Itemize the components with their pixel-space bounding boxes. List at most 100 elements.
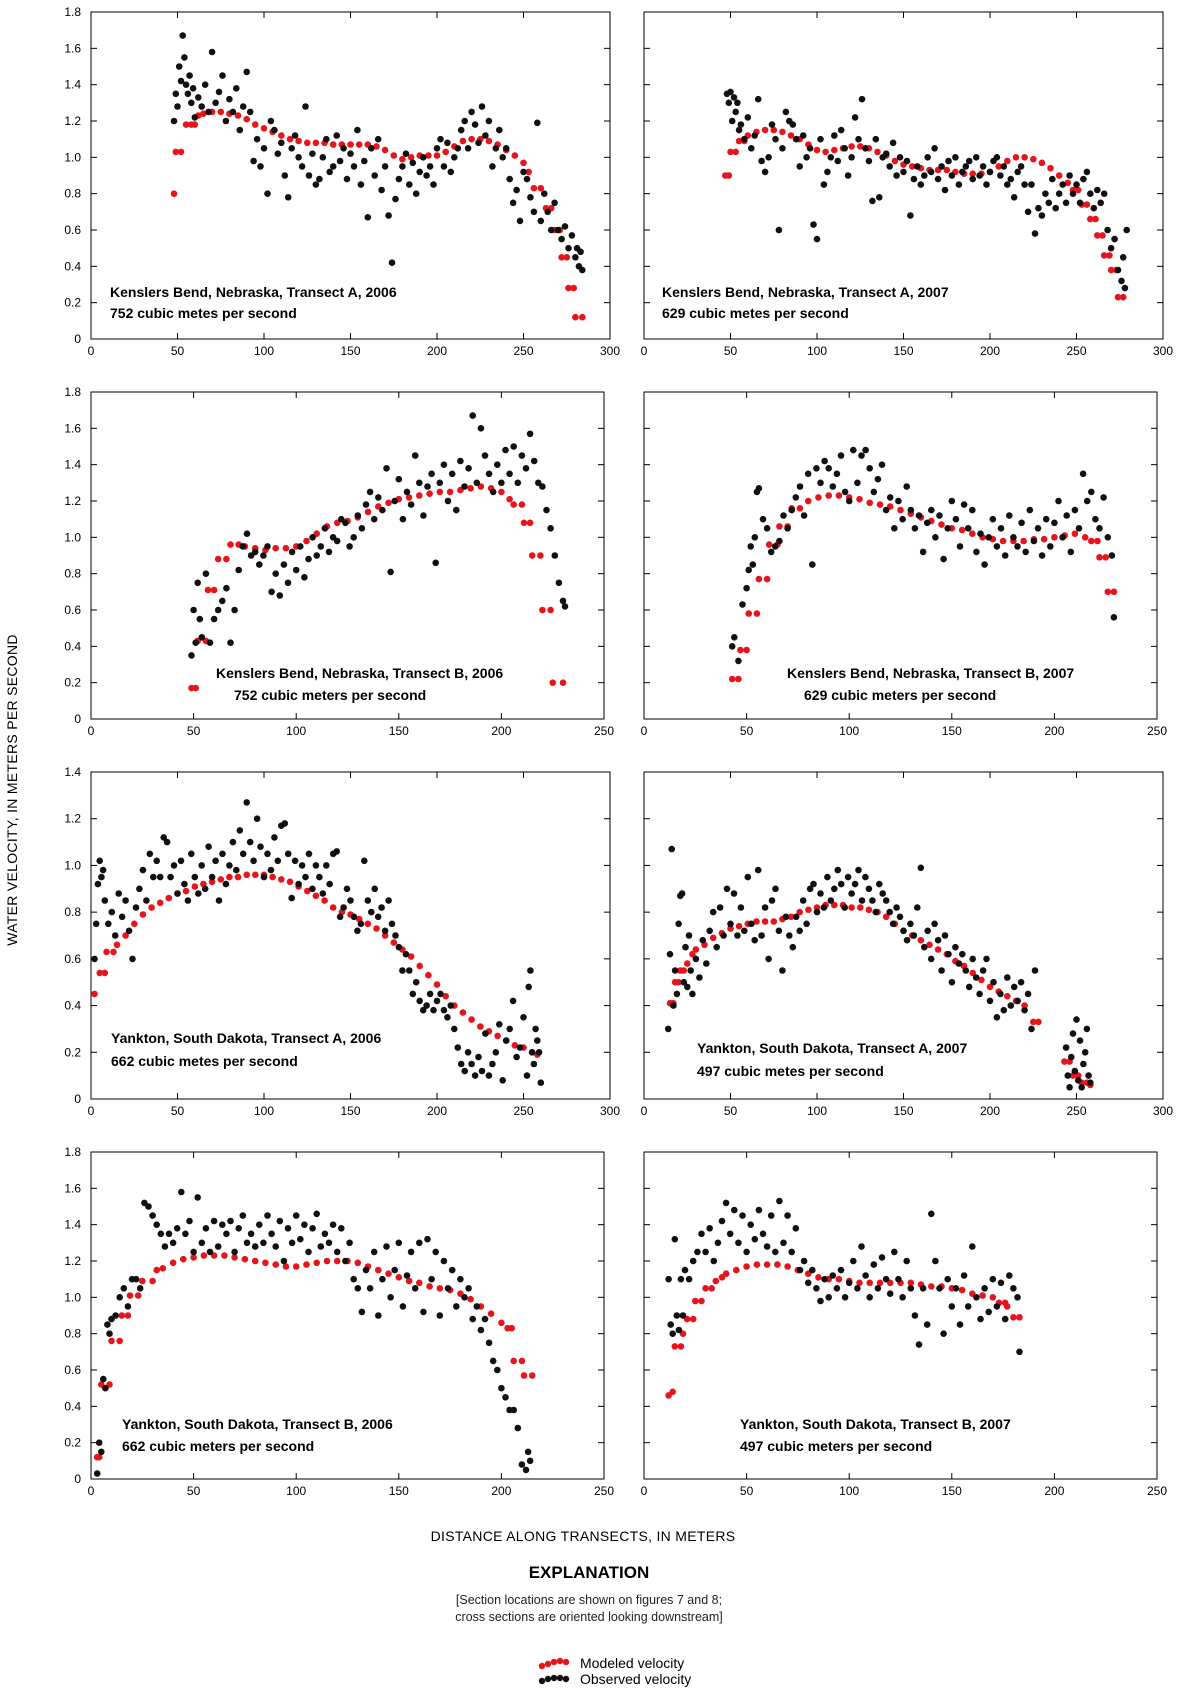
observed-point: [855, 866, 862, 874]
observed-point: [342, 519, 349, 527]
observed-point: [444, 1014, 451, 1021]
observed-point: [496, 1021, 503, 1028]
observed-point: [804, 1279, 812, 1287]
observed-point: [734, 99, 741, 107]
observed-point: [178, 1188, 185, 1196]
observed-point: [944, 1275, 951, 1283]
observed-point: [739, 1212, 746, 1219]
observed-point: [706, 927, 713, 935]
observed-point: [858, 95, 866, 103]
observed-point: [403, 1272, 411, 1279]
observed-point: [1075, 525, 1083, 532]
observed-point: [858, 452, 865, 459]
observed-point: [229, 108, 237, 116]
modeled-point: [565, 284, 572, 292]
observed-point: [788, 506, 795, 514]
observed-point: [502, 1037, 510, 1044]
observed-point: [776, 537, 783, 545]
observed-point: [931, 145, 938, 152]
modeled-point: [526, 519, 534, 527]
observed-point: [278, 139, 285, 147]
observed-point: [1081, 1049, 1089, 1056]
observed-point: [561, 603, 569, 610]
observed-point: [900, 168, 907, 176]
modeled-point: [563, 253, 571, 261]
x-tick-label: 150: [389, 724, 409, 738]
observed-point: [755, 1206, 763, 1214]
observed-point: [233, 866, 240, 874]
modeled-point: [278, 132, 285, 139]
observed-point: [896, 913, 904, 921]
observed-series: [93, 1188, 534, 1477]
observed-point: [1000, 163, 1008, 170]
modeled-point: [1021, 1002, 1028, 1009]
observed-point: [782, 913, 790, 921]
observed-point: [532, 1025, 539, 1033]
modeled-series: [665, 1261, 1023, 1399]
observed-point: [350, 913, 358, 921]
observed-point: [281, 172, 289, 179]
modeled-point: [347, 141, 354, 148]
modeled-point: [177, 148, 185, 156]
observed-point: [403, 488, 411, 496]
panel-discharge: 497 cubic metes per second: [697, 1063, 884, 1079]
observed-point: [518, 452, 526, 459]
explanation-note-line-2: cross sections are oriented looking down…: [455, 1610, 723, 1624]
modeled-point: [426, 490, 433, 498]
modeled-point: [1081, 534, 1089, 541]
observed-point: [882, 150, 890, 157]
modeled-point: [579, 313, 586, 321]
observed-point: [485, 470, 493, 478]
observed-point: [993, 1303, 1001, 1310]
observed-point: [506, 470, 513, 478]
observed-point: [104, 1321, 111, 1328]
observed-point: [792, 494, 800, 501]
observed-point: [122, 897, 129, 904]
observed-point: [432, 1248, 440, 1256]
modeled-point: [537, 552, 544, 559]
modeled-point: [116, 1337, 123, 1345]
modeled-point: [416, 492, 423, 499]
observed-point: [1087, 1079, 1094, 1086]
observed-point: [406, 967, 413, 974]
observed-point: [281, 820, 289, 827]
observed-point: [358, 1308, 366, 1316]
observed-point: [323, 862, 330, 869]
modeled-point: [252, 121, 259, 128]
observed-point: [416, 479, 423, 487]
modeled-point: [182, 121, 190, 128]
modeled-point: [251, 1257, 259, 1265]
y-tick-label: 1.8: [64, 385, 81, 399]
observed-point: [250, 157, 257, 165]
modeled-point: [272, 544, 280, 552]
observed-point: [167, 873, 174, 881]
modeled-point: [1010, 1314, 1017, 1321]
y-tick-label: 0.6: [64, 223, 81, 237]
observed-point: [813, 1285, 820, 1292]
observed-point: [834, 866, 842, 874]
observed-point: [461, 117, 469, 125]
observed-point: [530, 208, 538, 216]
observed-point: [768, 121, 776, 128]
modeled-point: [498, 488, 505, 496]
observed-point: [395, 175, 403, 183]
modeled-point: [969, 170, 976, 177]
observed-point: [343, 175, 351, 183]
modeled-point: [425, 152, 432, 159]
observed-point: [565, 244, 572, 252]
observed-point: [139, 866, 147, 874]
observed-point: [985, 534, 992, 541]
observed-point: [896, 154, 904, 161]
observed-point: [195, 94, 202, 101]
legend-label-observed: Observed velocity: [580, 1670, 692, 1687]
observed-point: [1111, 235, 1118, 243]
observed-point: [981, 561, 988, 568]
observed-point: [1100, 190, 1108, 197]
observed-point: [378, 904, 385, 911]
observed-point: [288, 145, 296, 152]
x-tick-label: 250: [1066, 1104, 1086, 1118]
modeled-point: [134, 1292, 142, 1299]
observed-point: [120, 1285, 128, 1292]
observed-point: [222, 117, 230, 125]
observed-point: [1021, 181, 1028, 188]
